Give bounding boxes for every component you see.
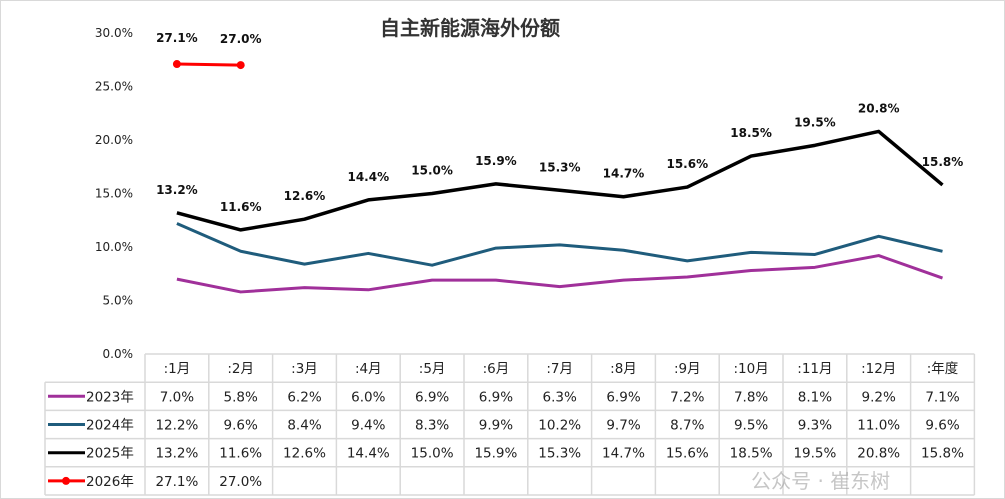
series-line-2025年 xyxy=(176,129,944,232)
data-label: 27.1% xyxy=(156,31,198,45)
table-cell: 18.5% xyxy=(730,446,773,462)
category-label: :5月 xyxy=(419,361,446,377)
legend-label: 2024年 xyxy=(86,418,134,434)
table-cell: 9.2% xyxy=(862,389,896,405)
data-label: 14.7% xyxy=(603,167,645,181)
table-cell: 8.4% xyxy=(287,418,321,434)
table-cell: 7.1% xyxy=(925,389,959,405)
data-label: 14.4% xyxy=(347,170,389,184)
table-cell: 6.0% xyxy=(351,389,385,405)
table-cell: 7.2% xyxy=(670,389,704,405)
chart-title: 自主新能源海外份额 xyxy=(380,16,560,40)
series-line-2026年 xyxy=(176,62,241,67)
table-cell: 12.2% xyxy=(155,418,198,434)
table-cell: 11.6% xyxy=(219,446,262,462)
series-line-2024年 xyxy=(176,222,943,267)
category-label: :9月 xyxy=(674,361,701,377)
data-label: 19.5% xyxy=(794,115,836,129)
data-label: 15.6% xyxy=(666,157,708,171)
y-tick-label: 10.0% xyxy=(95,240,133,254)
data-label: 12.6% xyxy=(284,189,326,203)
table-cell: 13.2% xyxy=(155,446,198,462)
table-cell: 11.0% xyxy=(857,418,900,434)
category-label: :4月 xyxy=(355,361,382,377)
y-tick-label: 20.0% xyxy=(95,133,133,147)
legend-label: 2026年 xyxy=(86,474,134,490)
table-cell: 6.3% xyxy=(543,389,577,405)
data-label: 20.8% xyxy=(858,101,900,115)
table-cell: 6.9% xyxy=(415,389,449,405)
data-label: 15.9% xyxy=(475,154,517,168)
table-cell: 12.6% xyxy=(283,446,326,462)
data-label: 18.5% xyxy=(730,126,772,140)
category-label: :11月 xyxy=(797,361,832,377)
table-cell: 15.3% xyxy=(538,446,581,462)
category-label: :7月 xyxy=(546,361,573,377)
category-label: :6月 xyxy=(483,361,510,377)
table-cell: 15.8% xyxy=(921,446,964,462)
data-point xyxy=(236,61,245,70)
table-cell: 8.1% xyxy=(798,389,832,405)
legend-label: 2025年 xyxy=(86,446,134,462)
data-label: 27.0% xyxy=(220,32,262,46)
table-cell: 6.2% xyxy=(287,389,321,405)
table-cell: 8.7% xyxy=(670,418,704,434)
table-cell: 9.3% xyxy=(798,418,832,434)
category-label: :12月 xyxy=(861,361,896,377)
y-tick-label: 15.0% xyxy=(95,187,133,201)
table-cell: 9.4% xyxy=(351,418,385,434)
table-cell: 14.7% xyxy=(602,446,645,462)
category-label: :10月 xyxy=(733,361,768,377)
table-cell: 9.6% xyxy=(224,418,258,434)
table-cell: 19.5% xyxy=(793,446,836,462)
table-cell: 10.2% xyxy=(538,418,581,434)
table-cell: 7.8% xyxy=(734,389,768,405)
data-label: 13.2% xyxy=(156,183,198,197)
table-cell: 14.4% xyxy=(347,446,390,462)
table-cell: 5.8% xyxy=(224,389,258,405)
y-tick-label: 0.0% xyxy=(103,347,134,361)
table-cell: 20.8% xyxy=(857,446,900,462)
data-label: 11.6% xyxy=(220,200,262,214)
table-cell: 9.6% xyxy=(925,418,959,434)
table-cell: 15.9% xyxy=(474,446,517,462)
category-label: :8月 xyxy=(610,361,637,377)
data-point xyxy=(172,60,181,69)
table-cell: 6.9% xyxy=(479,389,513,405)
data-label: 15.3% xyxy=(539,160,581,174)
category-label: :年度 xyxy=(927,361,959,377)
data-label: 15.8% xyxy=(922,155,964,169)
watermark: 公众号 · 崔东树 xyxy=(751,469,890,493)
table-cell: 9.7% xyxy=(606,418,640,434)
table-cell: 15.0% xyxy=(411,446,454,462)
legend-label: 2023年 xyxy=(86,389,134,405)
table-cell: 6.9% xyxy=(606,389,640,405)
y-tick-label: 25.0% xyxy=(95,80,133,94)
category-label: :2月 xyxy=(227,361,254,377)
data-label: 15.0% xyxy=(411,164,453,178)
table-cell: 8.3% xyxy=(415,418,449,434)
table-cell: 7.0% xyxy=(160,389,194,405)
table-cell: 27.1% xyxy=(155,474,198,490)
table-cell: 27.0% xyxy=(219,474,262,490)
series-line-2023年 xyxy=(176,254,943,294)
category-label: :3月 xyxy=(291,361,318,377)
category-label: :1月 xyxy=(164,361,191,377)
y-tick-label: 30.0% xyxy=(95,26,133,40)
legend-marker xyxy=(62,476,70,485)
table-cell: 9.5% xyxy=(734,418,768,434)
table-cell: 15.6% xyxy=(666,446,709,462)
table-cell: 9.9% xyxy=(479,418,513,434)
y-tick-label: 5.0% xyxy=(103,294,134,308)
